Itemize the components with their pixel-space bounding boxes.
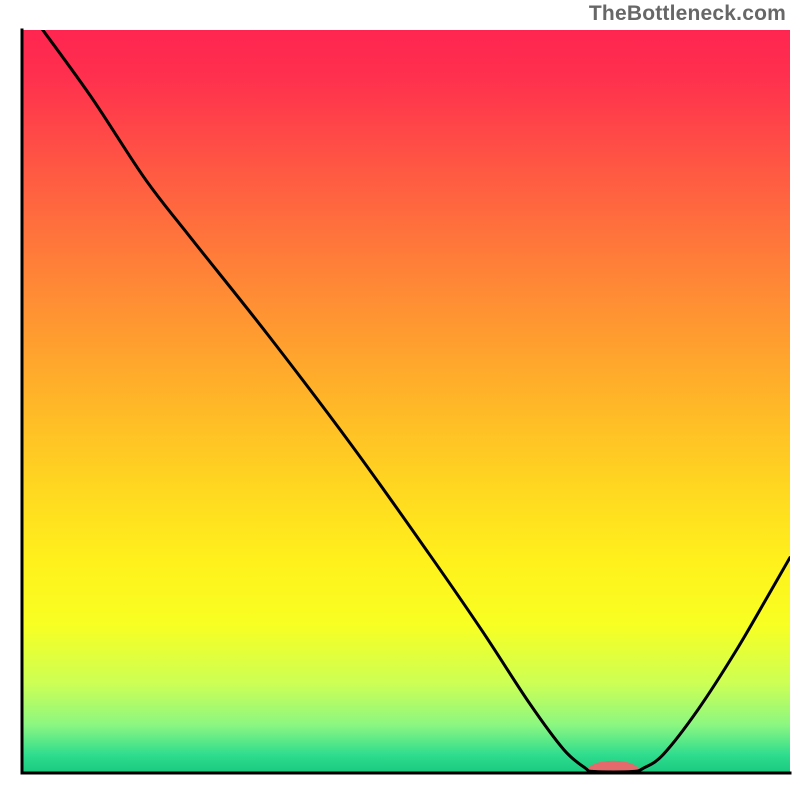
gradient-background [22,30,790,773]
bottleneck-chart [0,0,800,800]
attribution-label: TheBottleneck.com [589,2,786,26]
